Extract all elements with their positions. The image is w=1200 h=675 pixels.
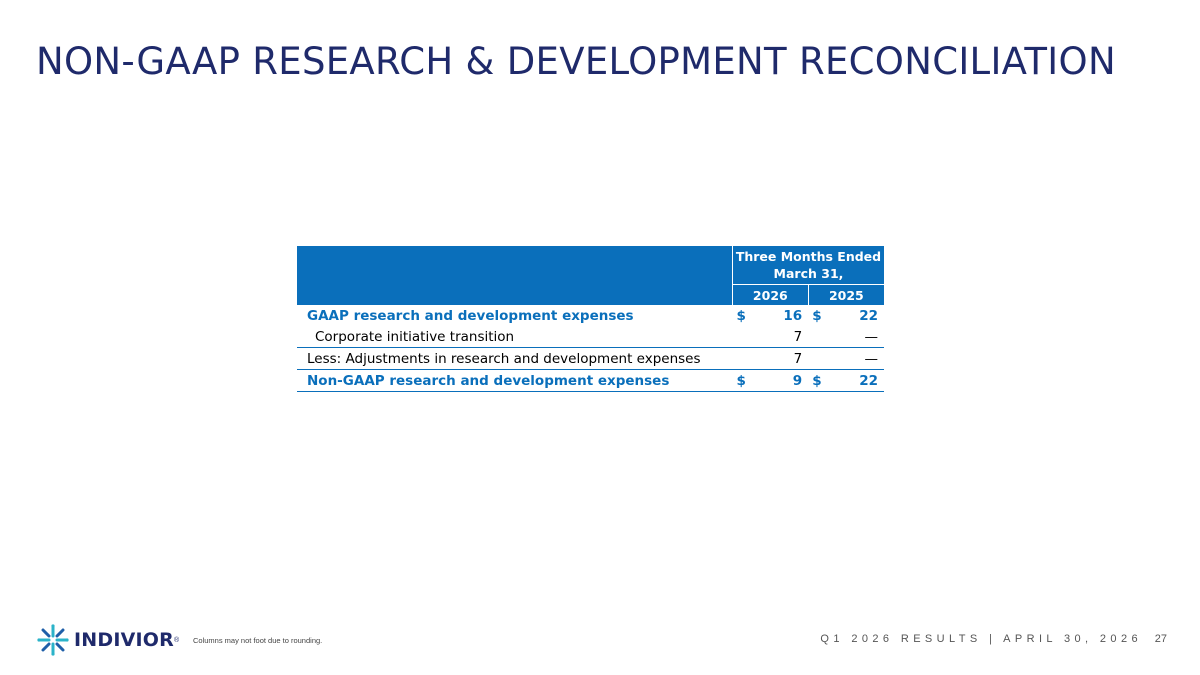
row-label: Non-GAAP research and development expens… (297, 369, 733, 392)
currency-2026: $ (736, 307, 746, 324)
row-label: GAAP research and development expenses (307, 307, 634, 324)
row-label: Corporate initiative transition (297, 326, 733, 348)
value-2025: 22 (826, 369, 884, 392)
logo-text: INDIVIOR (74, 629, 174, 651)
table-row-corporate: Corporate initiative transition 7 — (297, 326, 884, 348)
column-header-2026: 2026 (731, 284, 809, 305)
table-row-non-gaap: Non-GAAP research and development expens… (297, 369, 884, 392)
value-2025: 22 (859, 307, 878, 324)
reconciliation-table: Three Months Ended March 31, 2026 2025 G… (297, 246, 884, 392)
currency-2026 (732, 347, 751, 370)
row-label: Less: Adjustments in research and develo… (297, 347, 733, 370)
value-2025: — (826, 326, 884, 348)
slide-title: NON-GAAP RESEARCH & DEVELOPMENT RECONCIL… (36, 40, 1116, 83)
page-number: 27 (1154, 633, 1167, 645)
footnote: Columns may not foot due to rounding. (193, 636, 323, 645)
value-2026: 7 (750, 326, 809, 348)
period-header-line1: Three Months Ended (735, 249, 882, 264)
indivior-mark-icon (37, 624, 69, 656)
currency-2025 (808, 326, 827, 348)
event-label: Q1 2026 RESULTS | APRIL 30, 2026 (820, 633, 1142, 645)
table-row-gaap: GAAP research and development expenses $… (297, 305, 884, 326)
currency-2026 (732, 326, 751, 348)
currency-2025 (808, 347, 827, 370)
logo-registered-mark: ® (173, 636, 180, 644)
header-blank (297, 246, 733, 305)
table-row-adjustments: Less: Adjustments in research and develo… (297, 347, 884, 370)
currency-2025: $ (808, 369, 827, 392)
currency-2026: $ (732, 369, 751, 392)
value-2026: 16 (783, 307, 803, 324)
period-header-line2: March 31, (773, 266, 844, 281)
period-header: Three Months Ended March 31, (731, 246, 884, 285)
value-2025: — (826, 347, 884, 370)
value-2026: 9 (750, 369, 809, 392)
company-logo: INDIVIOR ® (36, 622, 179, 658)
value-2026: 7 (750, 347, 809, 370)
column-header-2025: 2025 (807, 284, 884, 305)
currency-2025: $ (812, 307, 822, 324)
